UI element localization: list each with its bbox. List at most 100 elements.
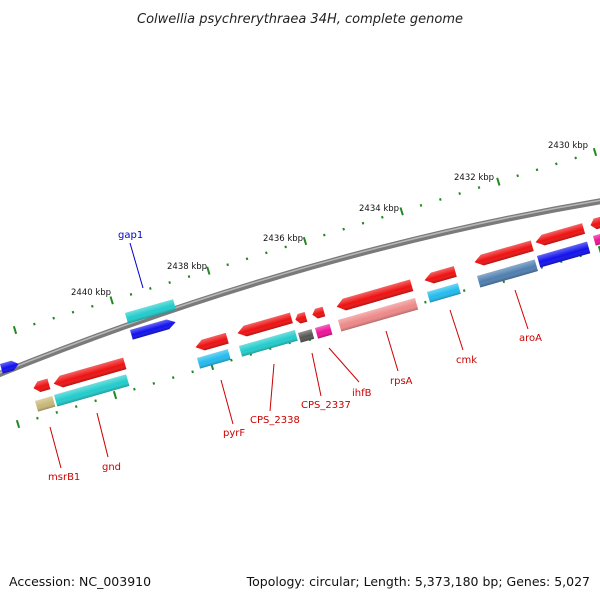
gene-feature (336, 279, 414, 311)
gene-arrow-shade (315, 323, 333, 339)
scale-label-2432: 2432 kbp (454, 173, 494, 183)
gene-arrow-shade (54, 374, 130, 407)
inner-scale-minor-tick (55, 410, 59, 414)
scale-label-2440: 2440 kbp (71, 288, 111, 298)
gene-arrow-shade (197, 349, 231, 369)
inner-scale-minor-tick (74, 405, 78, 409)
leader-gap1 (129, 242, 144, 289)
outer-scale-minor-tick (535, 168, 539, 172)
gene-arrow-shade (130, 319, 176, 340)
outer-scale-major-tick (12, 325, 18, 335)
inner-scale-major-tick (112, 390, 118, 400)
gene-label-ihfB: ihfB (352, 388, 372, 399)
gene-arrow-shade (427, 283, 461, 303)
leader-CPS_2337 (311, 352, 322, 397)
gene-arrow-shade (590, 216, 600, 230)
outer-scale-minor-tick (361, 221, 365, 225)
leader-CPS_2338 (269, 363, 275, 412)
gene-arrow-shade (537, 241, 591, 268)
gene-arrow-shade (295, 311, 308, 324)
gene-arrow-shade (0, 360, 19, 374)
outer-scale-minor-tick (71, 310, 75, 314)
leader-aroA (514, 289, 529, 330)
outer-scale-minor-tick (226, 263, 229, 267)
inner-scale-major-tick (597, 245, 600, 254)
gene-feature (590, 216, 600, 230)
outer-scale-major-tick (206, 266, 211, 275)
inner-scale-minor-tick (133, 387, 136, 391)
gene-arrow-shade (237, 312, 293, 337)
gene-arrow-shade (53, 357, 127, 388)
gene-feature (535, 223, 586, 246)
gene-label-CPS_2338: CPS_2338 (250, 415, 300, 426)
gene-label-rpsA: rpsA (390, 376, 413, 387)
gene-arrow-shade (312, 306, 326, 319)
gene-feature (195, 332, 229, 351)
gene-arrow-shade (336, 279, 414, 311)
gene-label-pyrF: pyrF (223, 428, 245, 439)
gene-feature (424, 266, 457, 284)
outer-scale-major-tick (399, 207, 404, 216)
gene-features (0, 216, 600, 412)
scale-label-2436: 2436 kbp (263, 234, 303, 244)
gene-arrow-shade (593, 233, 600, 246)
gene-label-cmk: cmk (456, 355, 477, 366)
outer-scale-minor-tick (419, 203, 423, 207)
gene-feature (477, 259, 538, 288)
scale-label-2434: 2434 kbp (359, 204, 399, 214)
leader-gnd (96, 412, 109, 458)
gene-arrow-shade (474, 240, 534, 266)
outer-scale-minor-tick (33, 322, 36, 326)
gene-arrow-shade (338, 297, 419, 332)
gene-feature (427, 283, 461, 303)
inner-scale-minor-tick (36, 416, 39, 420)
inner-scale-minor-tick (462, 289, 466, 293)
gene-feature (130, 319, 176, 340)
gene-feature (35, 396, 56, 412)
gene-feature (298, 329, 315, 343)
genome-backbone (0, 198, 600, 378)
gene-feature (474, 240, 534, 266)
outer-scale-minor-tick (342, 227, 345, 231)
inner-scale-major-tick (15, 419, 21, 429)
gene-label-gap1: gap1 (118, 230, 143, 241)
genome-backbone-highlight (0, 199, 600, 374)
gene-arrow-shade (424, 266, 457, 284)
inner-scale-minor-tick (152, 381, 156, 385)
gene-feature (54, 374, 130, 407)
outer-scale-minor-tick (381, 215, 384, 219)
gene-label-CPS_2337: CPS_2337 (301, 400, 351, 411)
inner-scale-minor-tick (191, 370, 194, 374)
scale-label-2430: 2430 kbp (548, 141, 588, 151)
leader-rpsA (385, 330, 399, 372)
outer-scale-minor-tick (168, 281, 171, 284)
gene-arrow-shade (535, 223, 586, 246)
gene-arrow-shade (298, 329, 315, 343)
gene-feature (593, 233, 600, 246)
gene-feature (312, 306, 326, 319)
gene-feature (338, 297, 419, 332)
map-title: Colwellia psychrerythraea 34H, complete … (137, 12, 463, 27)
inner-scale-minor-tick (171, 376, 175, 380)
gene-feature (295, 311, 308, 324)
outer-scale-minor-tick (187, 275, 191, 279)
outer-scale-minor-tick (284, 245, 287, 249)
outer-scale-minor-tick (458, 192, 461, 195)
gene-label-gnd: gnd (102, 462, 121, 473)
leader-pyrF (220, 379, 234, 425)
gene-feature (237, 312, 293, 337)
leader-cmk (449, 309, 464, 351)
outer-scale-major-tick (302, 236, 308, 246)
gene-feature (197, 349, 231, 369)
gene-arrow-shade (195, 332, 229, 351)
gene-feature (537, 241, 591, 268)
outer-scale-minor-tick (516, 174, 519, 178)
inner-scale-minor-tick (94, 399, 97, 403)
gene-feature (0, 360, 19, 374)
outer-scale-minor-tick (574, 156, 577, 160)
outer-scale-major-tick (496, 177, 501, 186)
gene-label-aroA: aroA (519, 333, 542, 344)
gene-feature (239, 330, 298, 357)
inner-scale-minor-tick (230, 358, 233, 362)
